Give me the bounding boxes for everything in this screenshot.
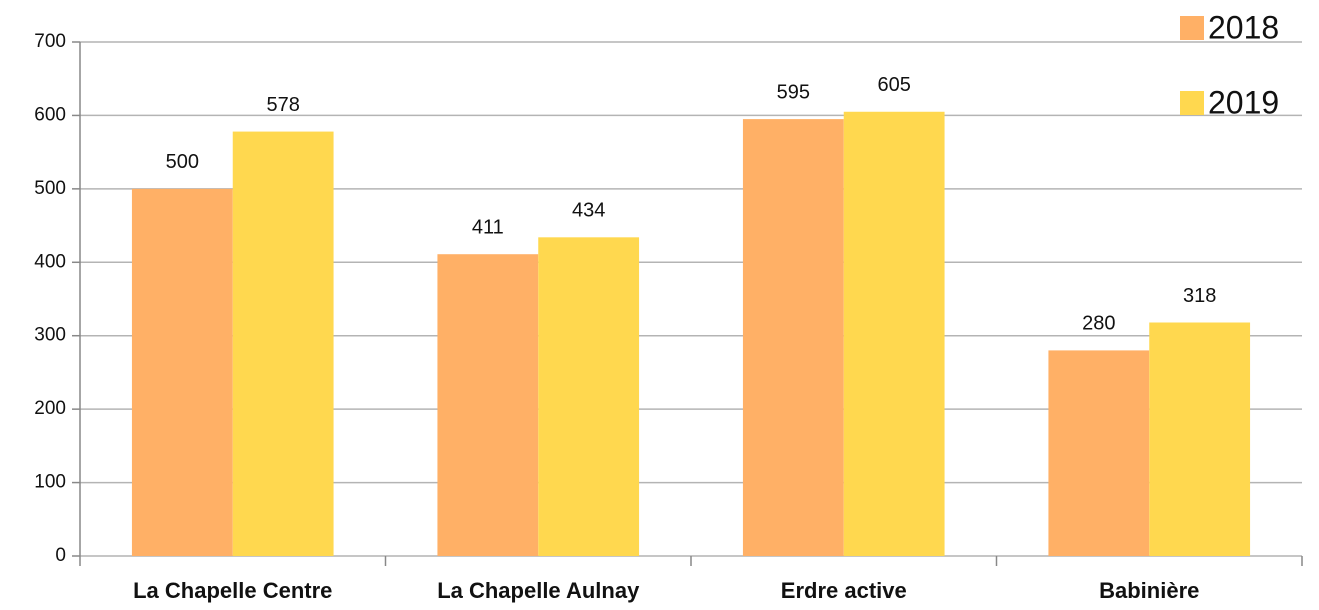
y-tick-label: 600: [34, 104, 66, 125]
value-label: 434: [572, 200, 605, 222]
y-tick-label: 500: [34, 178, 66, 199]
legend-swatch: [1180, 16, 1204, 40]
y-tick-label: 400: [34, 251, 66, 272]
y-tick-label: 700: [34, 31, 66, 52]
bar: [131, 188, 233, 556]
value-label: 318: [1183, 285, 1216, 307]
bar: [1048, 350, 1150, 556]
bar: [742, 119, 844, 556]
legend-swatch: [1180, 91, 1204, 115]
x-tick-label: Erdre active: [781, 578, 907, 603]
y-tick-label: 100: [34, 472, 66, 493]
value-label: 595: [777, 81, 810, 103]
value-label: 280: [1082, 313, 1115, 335]
y-tick-label: 0: [55, 545, 66, 566]
bar: [843, 111, 945, 556]
bar: [232, 131, 334, 556]
value-label: 500: [166, 151, 199, 173]
x-tick-label: La Chapelle Aulnay: [437, 578, 640, 603]
legend-label: 2019: [1208, 84, 1279, 120]
bar: [1149, 322, 1251, 556]
value-label: 578: [266, 94, 299, 116]
y-tick-label: 200: [34, 398, 66, 419]
value-label: 411: [472, 216, 504, 238]
bar: [437, 254, 539, 557]
bar: [538, 237, 640, 556]
y-tick-label: 300: [34, 325, 66, 346]
value-label: 605: [877, 74, 910, 96]
legend-label: 2018: [1208, 9, 1279, 45]
x-tick-label: La Chapelle Centre: [133, 578, 332, 603]
x-tick-label: Babinière: [1099, 578, 1199, 603]
